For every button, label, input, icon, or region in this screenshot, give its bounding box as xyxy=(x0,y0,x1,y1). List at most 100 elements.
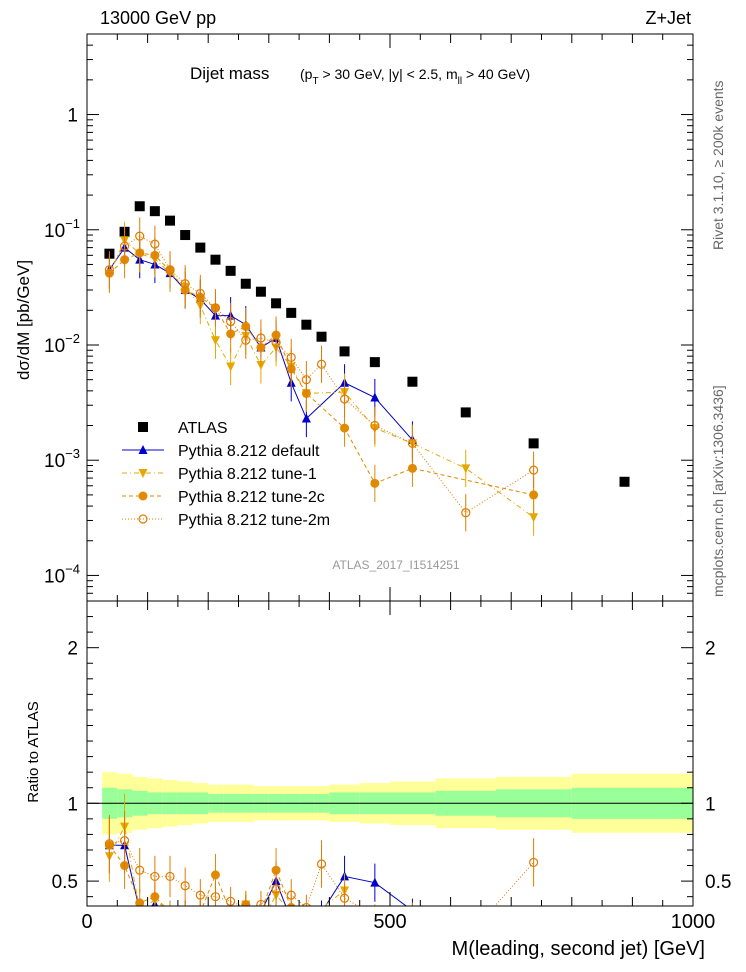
point-tune2m xyxy=(150,239,160,249)
ratio-point-tune1 xyxy=(135,907,144,916)
point-tune2m xyxy=(256,333,266,343)
ratio-line-tune1 xyxy=(108,825,345,906)
ratio-point-tune2m xyxy=(135,865,145,875)
legend: ATLAS Pythia 8.212 default Pythia 8.212 tu… xyxy=(122,420,330,529)
ratio-point-default xyxy=(287,915,296,924)
legend-marker-tune2m xyxy=(138,514,148,524)
point-atlas xyxy=(528,438,539,449)
point-tune2m xyxy=(241,335,251,345)
point-atlas xyxy=(165,215,176,226)
ratio-point-tune1 xyxy=(196,908,205,917)
point-tune2m xyxy=(104,265,115,275)
ratio-line-tune2c xyxy=(109,845,292,906)
main-series-layer xyxy=(104,201,630,536)
point-atlas xyxy=(240,278,251,289)
point-tune2m xyxy=(301,375,311,385)
point-tune2m xyxy=(339,394,350,404)
legend-marker-tune2c xyxy=(138,491,148,501)
legend-marker-tune1 xyxy=(138,469,148,478)
point-tune1 xyxy=(226,362,236,372)
ratio-point-tune1 xyxy=(181,908,190,917)
mcplots-label: mcplots.cern.ch [arXiv:1306.3436] xyxy=(710,385,726,597)
ratio-point-default xyxy=(241,907,250,916)
point-tune2m xyxy=(529,465,539,475)
ratio-frame xyxy=(86,600,694,907)
ratio-point-tune2m xyxy=(104,839,115,849)
ratio-point-tune2m xyxy=(316,859,327,869)
main-y-axis: 1 10−1 10−2 10−3 10−4 xyxy=(44,33,693,602)
ratio-x-tick-label: 500 xyxy=(373,911,406,933)
point-atlas xyxy=(460,407,471,418)
ratio-point-tune2c xyxy=(317,916,326,925)
ratio-series-tune2m xyxy=(104,811,539,906)
main-ylabel: dσ/dM [pb/GeV] xyxy=(14,260,33,380)
ratio-point-tune2m xyxy=(195,890,205,900)
ratio-point-default xyxy=(166,907,175,916)
legend-marker-default xyxy=(138,445,148,454)
ratio-point-tune2m xyxy=(302,902,311,906)
process-label: Z+Jet xyxy=(645,8,691,28)
point-tune2m xyxy=(119,241,130,251)
ratio-point-default xyxy=(256,907,265,916)
legend-label-tune2c: Pythia 8.212 tune-2c xyxy=(178,489,325,506)
ratio-point-default xyxy=(302,931,311,940)
ratio-point-tune2m xyxy=(271,884,281,894)
ratio-point-tune2m xyxy=(286,890,296,900)
ratio-point-default xyxy=(139,905,140,906)
analysis-watermark: ATLAS_2017_I1514251 xyxy=(332,558,460,572)
ratio-point-default xyxy=(412,905,413,906)
point-tune2m xyxy=(165,265,175,275)
point-atlas xyxy=(286,307,297,318)
point-tune2m xyxy=(135,231,145,241)
ratio-point-tune1 xyxy=(287,908,296,917)
main-y-tick-label: 10−3 xyxy=(44,446,80,472)
point-atlas xyxy=(134,201,145,212)
point-tune2m xyxy=(370,420,380,431)
point-tune2m xyxy=(180,279,190,289)
legend-label-atlas: ATLAS xyxy=(178,420,228,437)
ratio-point-default xyxy=(370,877,380,887)
main-y-tick-label: 10−4 xyxy=(44,561,80,587)
point-tune2m xyxy=(286,352,296,363)
point-tune2m xyxy=(461,508,471,518)
point-tune2m xyxy=(407,438,418,448)
point-atlas xyxy=(255,286,266,297)
point-tune2c xyxy=(370,478,380,488)
point-tune2c xyxy=(529,490,539,500)
point-tune2c xyxy=(340,423,350,433)
point-tune2m xyxy=(226,316,236,327)
ratio-x-tick-label: 0 xyxy=(81,911,92,933)
ratio-y-tick-label: 1 xyxy=(67,794,78,815)
point-atlas xyxy=(180,230,191,241)
main-y-tick-label: 10−1 xyxy=(44,216,80,242)
series-line-tune2m xyxy=(109,235,534,514)
legend-label-tune2m: Pythia 8.212 tune-2m xyxy=(178,512,330,529)
ratio-y-tick-label-right: 1 xyxy=(705,794,716,815)
ratio-point-tune2m xyxy=(210,892,221,902)
ratio-point-tune2c xyxy=(302,916,311,925)
legend-marker-atlas xyxy=(138,422,148,432)
ratio-point-tune2c xyxy=(135,898,145,906)
main-panel: Dijet mass (pT > 30 GeV, |y| < 2.5, mll … xyxy=(14,33,694,602)
point-atlas xyxy=(301,319,312,330)
ratio-point-tune1 xyxy=(166,908,175,917)
ratio-point-tune2c xyxy=(166,908,175,917)
point-atlas xyxy=(195,242,206,253)
ratio-x-tick-label: 1000 xyxy=(671,911,716,933)
ratio-point-tune2m xyxy=(119,836,130,846)
point-atlas xyxy=(225,265,236,276)
point-tune2m xyxy=(271,337,281,348)
ratio-panel: 0.5 0.5 1 1 2 2 0 500 1000 Ratio to ATLAS M(lea… xyxy=(25,600,731,960)
point-tune1 xyxy=(461,464,471,474)
ratio-y-tick-label-right: 2 xyxy=(705,639,716,660)
point-atlas xyxy=(407,376,418,387)
ratio-point-tune1 xyxy=(302,916,311,925)
main-x-axis xyxy=(86,34,694,601)
ratio-point-tune2c xyxy=(256,908,265,917)
point-tune1 xyxy=(529,513,539,523)
point-tune2m xyxy=(210,303,221,313)
ratio-point-tune2c xyxy=(226,908,235,917)
ratio-x-axis: 0 500 1000 xyxy=(81,601,715,933)
ratio-point-tune2c xyxy=(196,908,205,917)
